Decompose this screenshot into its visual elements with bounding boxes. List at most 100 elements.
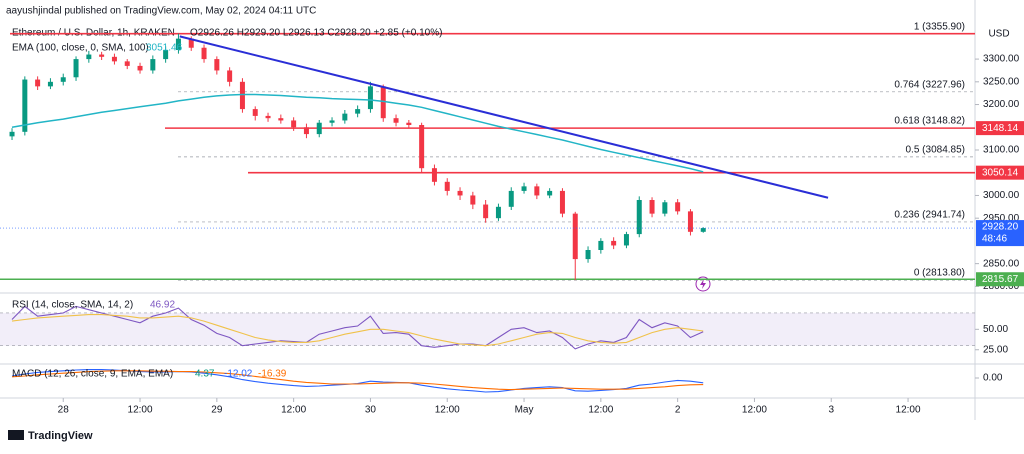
candle-body bbox=[406, 122, 412, 125]
ema-legend: EMA (100, close, 0, SMA, 100) bbox=[12, 43, 149, 54]
event-icon-bolt bbox=[700, 279, 706, 289]
countdown-label: 48:46 bbox=[982, 234, 1007, 245]
macd-value: 4.37 bbox=[195, 369, 215, 380]
y-tick-label: 3300.00 bbox=[983, 54, 1020, 65]
candle-body bbox=[303, 127, 309, 135]
publisher: aayushjindal published on TradingView.co… bbox=[6, 6, 316, 17]
x-tick-label: 2 bbox=[675, 405, 681, 416]
candle-body bbox=[22, 79, 28, 132]
y-tick-label: 25.00 bbox=[983, 344, 1008, 355]
logo bbox=[8, 430, 24, 440]
candle-body bbox=[99, 54, 105, 57]
candle-body bbox=[662, 202, 668, 214]
indicator-line bbox=[11, 305, 704, 350]
candle-body bbox=[700, 228, 706, 232]
candle-body bbox=[163, 50, 169, 60]
indicator-line bbox=[11, 314, 704, 347]
rsi-value: 46.92 bbox=[150, 300, 175, 311]
ohlc-legend: O2926.26 H2929.20 L2926.13 C2928.20 +2.8… bbox=[190, 28, 442, 39]
level-price-box bbox=[976, 121, 1024, 136]
candle-body bbox=[278, 118, 284, 121]
candle-body bbox=[559, 190, 565, 214]
last-price-label: 2928.20 bbox=[982, 222, 1019, 233]
candle-body bbox=[188, 38, 194, 48]
candle-body bbox=[175, 38, 181, 50]
y-tick-label: 3100.00 bbox=[983, 145, 1020, 156]
candle-body bbox=[534, 186, 540, 196]
candle-body bbox=[137, 65, 143, 71]
macd-value: -16.39 bbox=[258, 369, 287, 380]
candle-body bbox=[214, 59, 220, 71]
candle-body bbox=[611, 240, 617, 246]
y-tick-label: 3200.00 bbox=[983, 99, 1020, 110]
candle-body bbox=[342, 113, 348, 121]
x-tick-label: 12:00 bbox=[896, 405, 921, 416]
candle-body bbox=[367, 86, 373, 110]
candle-body bbox=[291, 120, 297, 128]
candle-body bbox=[355, 109, 361, 114]
candle-body bbox=[380, 86, 386, 119]
ema-value: 3051.46 bbox=[146, 43, 183, 54]
x-tick-label: 12:00 bbox=[128, 405, 153, 416]
x-tick-label: May bbox=[515, 405, 534, 416]
candle-body bbox=[252, 109, 258, 116]
last-price-box bbox=[976, 220, 1024, 247]
candle-body bbox=[623, 234, 629, 246]
fib-label: 1 (3355.90) bbox=[914, 21, 965, 32]
level-price-label: 3148.14 bbox=[982, 123, 1019, 134]
x-tick-label: 12:00 bbox=[281, 405, 306, 416]
candle-body bbox=[47, 81, 53, 87]
rsi-legend: RSI (14, close, SMA, 14, 2) bbox=[12, 300, 133, 311]
footer-brand: TradingView bbox=[28, 430, 93, 442]
y-tick-label: 3000.00 bbox=[983, 190, 1020, 201]
indicator-line bbox=[11, 370, 704, 391]
trend-line bbox=[179, 35, 829, 199]
candle-body bbox=[227, 70, 233, 82]
level-price-label: 2815.67 bbox=[982, 274, 1019, 285]
candle-body bbox=[265, 115, 271, 119]
candle-body bbox=[431, 168, 437, 182]
candle-body bbox=[521, 186, 527, 191]
y-tick-label: 0.00 bbox=[983, 373, 1003, 384]
y-tick-label: 2950.00 bbox=[983, 213, 1020, 224]
candle-body bbox=[73, 59, 79, 78]
candle-body bbox=[649, 200, 655, 214]
candle-body bbox=[444, 181, 450, 191]
level-price-box bbox=[976, 272, 1024, 287]
candle-body bbox=[60, 77, 66, 82]
candle-body bbox=[239, 81, 245, 110]
fib-label: 0.764 (3227.96) bbox=[894, 79, 965, 90]
candle-body bbox=[316, 122, 322, 135]
candle-body bbox=[419, 125, 425, 169]
macd-value: -12.02 bbox=[224, 369, 253, 380]
macd-legend: MACD (12, 26, close, 9, EMA, EMA) bbox=[12, 369, 173, 380]
x-tick-label: 3 bbox=[828, 405, 834, 416]
x-tick-label: 28 bbox=[58, 405, 70, 416]
currency: USD bbox=[988, 29, 1009, 40]
y-tick-label: 50.00 bbox=[983, 324, 1008, 335]
y-tick-label: 2800.00 bbox=[983, 281, 1020, 292]
candle-body bbox=[495, 206, 501, 219]
x-tick-label: 12:00 bbox=[742, 405, 767, 416]
x-tick-label: 30 bbox=[365, 405, 377, 416]
level-price-label: 3050.14 bbox=[982, 167, 1019, 178]
y-tick-label: 3250.00 bbox=[983, 76, 1020, 87]
x-tick-label: 29 bbox=[211, 405, 223, 416]
candle-body bbox=[457, 190, 463, 196]
candle-body bbox=[547, 190, 553, 196]
candle-body bbox=[35, 79, 41, 87]
candle-body bbox=[201, 47, 207, 60]
candle-body bbox=[483, 204, 489, 219]
fib-label: 0.5 (3084.85) bbox=[906, 145, 966, 156]
x-tick-label: 12:00 bbox=[435, 405, 460, 416]
x-tick-label: 12:00 bbox=[588, 405, 613, 416]
candle-body bbox=[111, 56, 117, 62]
candle-body bbox=[687, 211, 693, 232]
ema-line bbox=[11, 93, 704, 173]
candle-body bbox=[86, 54, 92, 60]
candle-body bbox=[675, 202, 681, 212]
y-tick-label: 2850.00 bbox=[983, 258, 1020, 269]
fib-label: 0.236 (2941.74) bbox=[894, 210, 965, 221]
